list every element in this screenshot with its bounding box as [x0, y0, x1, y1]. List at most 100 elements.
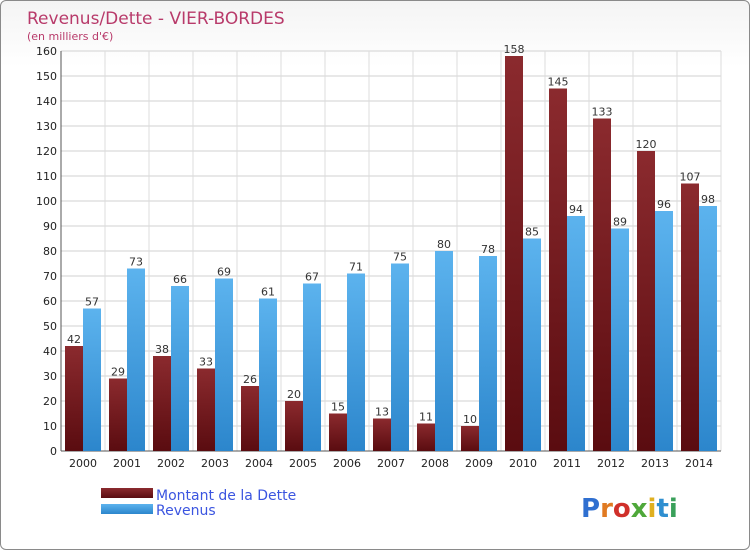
value-label-revenus: 98: [701, 193, 715, 206]
bar-dette: [461, 426, 479, 451]
bars: [65, 56, 717, 451]
y-tick-label: 20: [43, 395, 57, 408]
y-tick-label: 150: [36, 70, 57, 83]
value-label-revenus: 57: [85, 296, 99, 309]
y-tick-label: 30: [43, 370, 57, 383]
y-tick-label: 60: [43, 295, 57, 308]
axes: 0 10 20 30 40 50 60 70 80 90 100 110 120 130 140 150 160…: [36, 45, 721, 470]
x-tick-label: 2002: [157, 457, 185, 470]
value-label-revenus: 80: [437, 238, 451, 251]
value-label-dette: 38: [155, 343, 169, 356]
bar-revenus: [655, 211, 673, 451]
bar-dette: [241, 386, 259, 451]
value-label-revenus: 67: [305, 271, 319, 284]
bar-dette: [329, 413, 347, 451]
bar-dette: [549, 88, 567, 451]
value-label-revenus: 89: [613, 216, 627, 229]
legend-label-dette: Montant de la Dette: [156, 488, 296, 504]
bar-dette: [153, 356, 171, 451]
x-tick-label: 2009: [465, 457, 493, 470]
x-tick-label: 2005: [289, 457, 317, 470]
y-tick-label: 40: [43, 345, 57, 358]
legend-label-revenus: Revenus: [156, 503, 216, 519]
x-tick-label: 2007: [377, 457, 405, 470]
value-label-revenus: 69: [217, 266, 231, 279]
x-tick-label: 2004: [245, 457, 273, 470]
bar-revenus: [479, 256, 497, 451]
y-tick-label: 10: [43, 420, 57, 433]
value-label-dette: 11: [419, 411, 433, 424]
bar-dette: [65, 346, 83, 451]
y-tick-label: 70: [43, 270, 57, 283]
y-tick-label: 50: [43, 320, 57, 333]
legend-swatch-dette: [101, 488, 153, 498]
chart-title: Revenus/Dette - VIER-BORDES: [27, 9, 285, 29]
bar-dette: [593, 118, 611, 451]
y-tick-label: 0: [50, 445, 57, 458]
bar-dette: [637, 151, 655, 451]
value-label-dette: 15: [331, 401, 345, 414]
value-label-dette: 33: [199, 356, 213, 369]
legend-swatch-revenus: [101, 504, 153, 514]
bar-revenus: [259, 298, 277, 451]
y-tick-label: 130: [36, 120, 57, 133]
bar-dette: [109, 378, 127, 451]
value-label-dette: 42: [67, 333, 81, 346]
value-label-revenus: 96: [657, 198, 671, 211]
bar-dette: [417, 423, 435, 451]
bar-revenus: [171, 286, 189, 451]
value-label-revenus: 78: [481, 243, 495, 256]
value-labels: 4257297338663369266120671571137511801078…: [67, 43, 715, 426]
value-label-dette: 133: [592, 106, 613, 119]
proxiti-logo: Proxiti: [581, 494, 678, 524]
value-label-dette: 13: [375, 406, 389, 419]
value-label-dette: 26: [243, 373, 257, 386]
y-tick-label: 110: [36, 170, 57, 183]
bar-revenus: [699, 206, 717, 451]
value-label-revenus: 85: [525, 226, 539, 239]
y-tick-label: 140: [36, 95, 57, 108]
bar-dette: [197, 368, 215, 451]
value-label-dette: 145: [548, 76, 569, 89]
bar-revenus: [303, 283, 321, 451]
bar-revenus: [523, 238, 541, 451]
bar-dette: [373, 418, 391, 451]
y-tick-label: 90: [43, 220, 57, 233]
bar-revenus: [435, 251, 453, 451]
value-label-dette: 107: [680, 171, 701, 184]
value-label-revenus: 61: [261, 286, 275, 299]
bar-revenus: [347, 273, 365, 451]
value-label-revenus: 71: [349, 261, 363, 274]
value-label-dette: 29: [111, 366, 125, 379]
value-label-dette: 10: [463, 413, 477, 426]
x-tick-label: 2010: [509, 457, 537, 470]
x-tick-label: 2001: [113, 457, 141, 470]
x-tick-label: 2014: [685, 457, 713, 470]
value-label-dette: 120: [636, 138, 657, 151]
bar-revenus: [391, 263, 409, 451]
value-label-revenus: 73: [129, 256, 143, 269]
x-tick-label: 2011: [553, 457, 581, 470]
x-tick-label: 2012: [597, 457, 625, 470]
value-label-dette: 158: [504, 43, 525, 56]
bar-revenus: [611, 228, 629, 451]
x-tick-label: 2013: [641, 457, 669, 470]
value-label-revenus: 94: [569, 203, 583, 216]
bar-revenus: [215, 278, 233, 451]
value-label-revenus: 75: [393, 251, 407, 264]
chart-subtitle: (en milliers d'€): [27, 30, 113, 43]
y-tick-label: 100: [36, 195, 57, 208]
bar-dette: [285, 401, 303, 451]
value-label-revenus: 66: [173, 273, 187, 286]
x-tick-label: 2006: [333, 457, 361, 470]
bar-revenus: [567, 216, 585, 451]
x-tick-label: 2008: [421, 457, 449, 470]
x-tick-label: 2003: [201, 457, 229, 470]
legend: Montant de la Dette Revenus: [101, 488, 296, 519]
bar-revenus: [127, 268, 145, 451]
bar-revenus: [83, 308, 101, 451]
y-tick-label: 160: [36, 45, 57, 58]
y-tick-label: 80: [43, 245, 57, 258]
